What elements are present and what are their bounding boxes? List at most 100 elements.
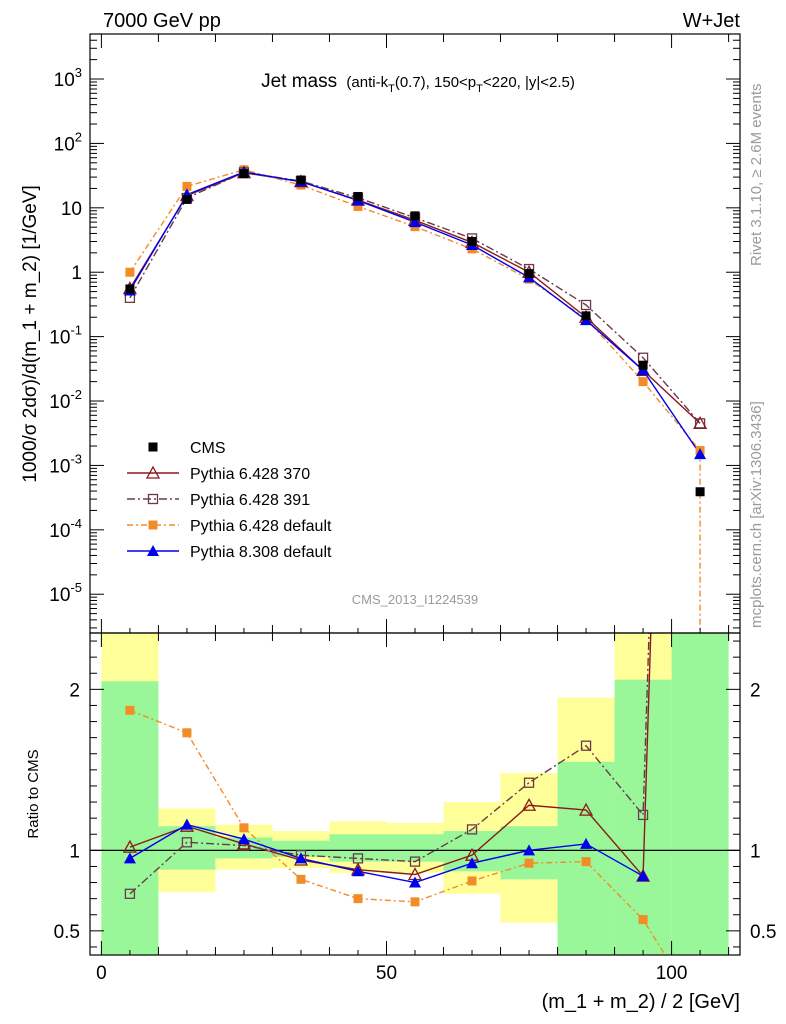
legend-item-cms: CMS xyxy=(148,440,226,457)
main-y-tick-label: 1 xyxy=(71,263,82,284)
ratio-point-pythia-6-428-370 xyxy=(521,797,537,811)
ratio-band-green xyxy=(101,681,159,955)
main-point-pythia-6-428-391 xyxy=(580,299,592,311)
main-point-cms xyxy=(296,175,306,185)
main-y-tick-label: 10-1 xyxy=(49,323,82,349)
ratio-point-pythia-6-428-default xyxy=(353,894,363,904)
main-point-cms xyxy=(239,169,249,179)
rivet-version-label: Rivet 3.1.10, ≥ 2.6M events xyxy=(748,84,765,267)
x-tick-label: 50 xyxy=(376,963,397,984)
title-sub-t1: T xyxy=(388,83,395,95)
title-main: Jet mass xyxy=(261,71,337,92)
main-point-cms xyxy=(638,360,648,370)
ratio-line-pythia-6-428-370 xyxy=(129,633,652,878)
ratio-point-pythia-8-308-default xyxy=(294,852,307,864)
energy-label: 7000 GeV pp xyxy=(103,10,221,32)
main-line-pythia-6-428-default xyxy=(129,169,701,452)
x-tick-label: 100 xyxy=(656,963,688,984)
x-tick-label: 0 xyxy=(96,963,107,984)
ratio-point-pythia-6-428-370 xyxy=(122,839,138,853)
main-y-tick-label: 102 xyxy=(54,129,82,155)
legend-item-pythia-6-428-default: Pythia 6.428 default xyxy=(127,518,332,535)
ratio-point-pythia-6-428-default xyxy=(239,823,249,833)
main-point-cms xyxy=(353,191,363,201)
ratio-point-pythia-6-428-391 xyxy=(580,740,592,751)
main-point-pythia-6-428-default xyxy=(182,181,192,191)
ratio-point-pythia-8-308-default xyxy=(180,818,193,830)
legend-item-pythia-6-428-370: Pythia 6.428 370 xyxy=(127,465,310,483)
main-point-pythia-8-308-default xyxy=(637,364,650,376)
main-point-pythia-6-428-default xyxy=(125,267,135,277)
ratio-y-tick-label-right: 1 xyxy=(750,841,761,862)
ratio-point-pythia-8-308-default xyxy=(523,844,536,856)
main-point-pythia-6-428-370 xyxy=(692,415,708,430)
ratio-point-pythia-6-428-391 xyxy=(466,824,478,835)
main-point-cms xyxy=(581,311,591,321)
ratio-point-pythia-6-428-default xyxy=(581,857,591,867)
main-frame xyxy=(89,33,741,634)
ratio-band-green xyxy=(215,837,273,859)
main-point-cms xyxy=(182,194,192,204)
main-point-cms xyxy=(410,211,420,221)
ratio-point-pythia-6-428-default xyxy=(125,705,135,715)
chart-title: Jet mass (anti-kT(0.7), 150<pT<220, |y|<… xyxy=(261,71,575,95)
analysis-watermark: CMS_2013_I1224539 xyxy=(352,592,479,607)
main-point-cms xyxy=(125,284,135,294)
main-y-tick-label: 10-5 xyxy=(49,580,82,606)
ratio-point-pythia-6-428-391 xyxy=(409,856,421,867)
x-axis: 0 50 100 xyxy=(96,34,730,984)
mcplots-site-label: mcplots.cern.ch [arXiv:1306.3436] xyxy=(748,401,765,628)
ratio-point-pythia-6-428-default xyxy=(524,858,534,868)
ratio-y-tick-label-right: 2 xyxy=(750,680,761,701)
main-y-axis: 10-5 10-4 10-3 10-2 10-1 1 10 102 103 xyxy=(49,33,740,629)
main-y-tick-label: 10-3 xyxy=(49,451,82,477)
legend-label: Pythia 8.308 default xyxy=(190,544,332,561)
ratio-y-tick-label-left: 2 xyxy=(69,680,80,701)
legend-marker-swatch xyxy=(145,465,161,479)
ratio-point-pythia-8-308-default xyxy=(237,833,250,845)
ratio-point-pythia-6-428-default xyxy=(467,876,477,886)
legend-label: Pythia 6.428 370 xyxy=(190,466,310,483)
main-point-pythia-8-308-default xyxy=(409,216,421,228)
ratio-series-layer xyxy=(122,633,666,955)
ratio-y-label: Ratio to CMS xyxy=(25,749,42,838)
legend-marker-swatch xyxy=(147,545,159,556)
main-point-pythia-8-308-default xyxy=(694,448,707,460)
main-point-pythia-6-428-default xyxy=(638,377,648,387)
ratio-point-pythia-8-308-default xyxy=(409,876,421,888)
ratio-y-tick-label-left: 0.5 xyxy=(54,922,80,943)
ratio-point-pythia-6-428-391 xyxy=(181,837,193,848)
ratio-band-green xyxy=(614,679,672,955)
main-line-pythia-6-428-391 xyxy=(129,171,701,424)
title-detail-c: <220, |y|<2.5) xyxy=(483,74,575,91)
ratio-point-pythia-6-428-370 xyxy=(578,802,594,816)
ratio-point-pythia-6-428-default xyxy=(296,874,306,884)
ratio-line-pythia-6-428-391 xyxy=(129,633,650,895)
legend-marker-swatch xyxy=(147,493,159,505)
ratio-point-pythia-6-428-default xyxy=(410,897,420,907)
ratio-y-axis: 0.5 0.5 1 1 2 2 xyxy=(54,640,776,948)
title-detail-b: (0.7), 150<p xyxy=(395,74,476,91)
ratio-point-pythia-8-308-default xyxy=(123,852,136,864)
ratio-point-pythia-6-428-default xyxy=(638,915,648,925)
ratio-point-pythia-8-308-default xyxy=(637,870,650,882)
ratio-point-pythia-8-308-default xyxy=(580,837,593,849)
main-point-cms xyxy=(524,269,534,279)
title-detail-a: (anti-k xyxy=(346,74,388,91)
legend-label: CMS xyxy=(190,440,226,457)
ratio-point-pythia-6-428-391 xyxy=(124,888,136,899)
main-line-pythia-6-428-370 xyxy=(129,172,701,424)
ratio-point-pythia-6-428-391 xyxy=(637,809,649,821)
ratio-point-pythia-8-308-default xyxy=(466,857,479,869)
main-point-cms xyxy=(695,487,705,497)
legend-item-pythia-6-428-391: Pythia 6.428 391 xyxy=(127,492,310,509)
main-y-label: 1000/σ 2dσ)/d(m_1 + m_2) [1/GeV] xyxy=(20,185,41,483)
legend-label: Pythia 6.428 default xyxy=(190,518,332,535)
main-series-layer xyxy=(122,165,708,633)
legend-marker-swatch xyxy=(148,520,158,530)
legend-label: Pythia 6.428 391 xyxy=(190,492,310,509)
process-label: W+Jet xyxy=(683,10,741,32)
ratio-point-pythia-6-428-391 xyxy=(523,777,535,788)
main-point-cms xyxy=(467,236,477,246)
main-y-tick-label: 10-2 xyxy=(49,387,82,413)
